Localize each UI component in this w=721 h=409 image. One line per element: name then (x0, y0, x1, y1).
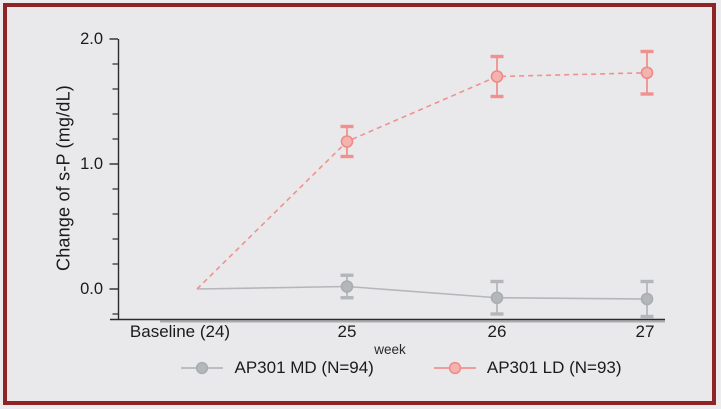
x-tick-label-baseline: Baseline (24) (129, 322, 231, 341)
legend-marker-md-icon (181, 361, 224, 375)
series-line-1 (196, 71, 648, 290)
x-axis-title: week (374, 342, 406, 357)
legend: AP301 MD (N=94) AP301 LD (N=93) (90, 358, 711, 378)
x-tick-label-25: 25 (337, 322, 357, 341)
y-tick-label-1: 1.0 (80, 155, 103, 173)
y-tick-label-2: 2.0 (80, 30, 103, 48)
x-tick-label-27: 27 (635, 322, 655, 341)
legend-item-ld: AP301 LD (N=93) (432, 358, 622, 378)
data-point-0 (640, 292, 654, 306)
data-point-1 (340, 135, 354, 148)
legend-marker-ld-icon (433, 361, 476, 375)
x-tick-label-26: 26 (487, 322, 507, 341)
y-axis-title: Change of s-P (mg/dL) (53, 85, 74, 271)
y-tick-label-0: 0.0 (80, 280, 103, 298)
data-point-0 (490, 291, 504, 305)
chart-frame-border (3, 3, 716, 405)
legend-label-ld: AP301 LD (N=93) (486, 358, 622, 377)
data-point-1 (490, 70, 504, 83)
data-point-0 (340, 280, 354, 293)
legend-label-md: AP301 MD (N=94) (234, 358, 374, 377)
data-point-1 (640, 66, 654, 80)
series-line-0 (196, 285, 648, 300)
legend-item-md: AP301 MD (N=94) (179, 358, 374, 378)
